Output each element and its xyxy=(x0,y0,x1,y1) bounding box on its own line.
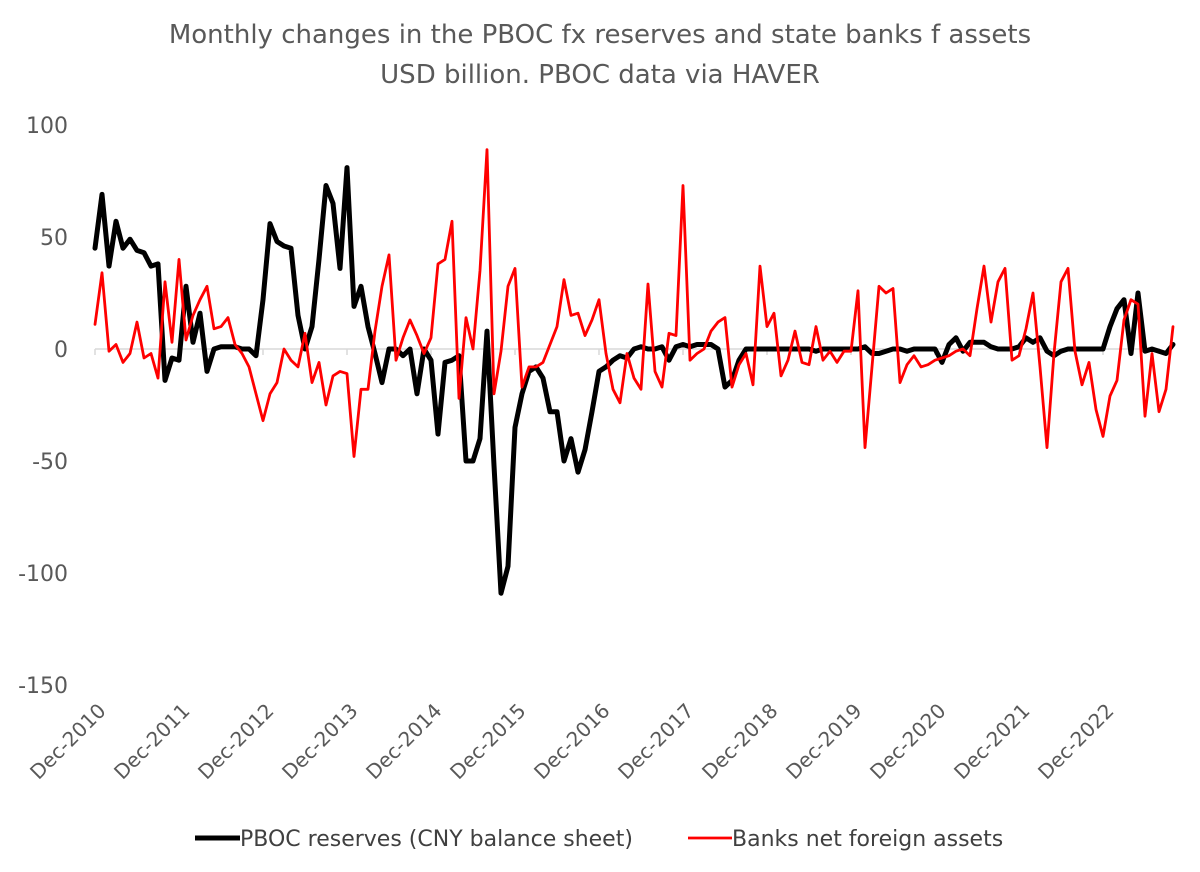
x-tick-label: Dec-2014 xyxy=(361,699,446,784)
legend-label-pboc-reserves: PBOC reserves (CNY balance sheet) xyxy=(240,827,633,852)
x-tick-label: Dec-2015 xyxy=(445,699,530,784)
chart-title: Monthly changes in the PBOC fx reserves … xyxy=(168,20,1032,50)
x-tick-label: Dec-2013 xyxy=(277,699,362,784)
x-tick-label: Dec-2018 xyxy=(697,699,782,784)
legend-label-banks-nfa: Banks net foreign assets xyxy=(732,827,1003,852)
x-tick-label: Dec-2010 xyxy=(25,699,110,784)
y-tick-label: 0 xyxy=(54,338,68,363)
series-line-banks-nfa xyxy=(93,148,1175,458)
x-tick-label: Dec-2020 xyxy=(865,699,950,784)
x-tick-label: Dec-2017 xyxy=(613,699,698,784)
y-tick-label: 50 xyxy=(40,226,68,251)
y-tick-label: -100 xyxy=(18,562,68,587)
series-line-pboc-reserves xyxy=(92,165,1176,596)
x-tick-label: Dec-2021 xyxy=(949,699,1034,784)
x-tick-label: Dec-2016 xyxy=(529,699,614,784)
x-tick-label: Dec-2019 xyxy=(781,699,866,784)
y-tick-label: 100 xyxy=(26,114,68,139)
x-tick-label: Dec-2011 xyxy=(109,699,194,784)
y-tick-label: -50 xyxy=(32,450,68,475)
x-tick-label: Dec-2012 xyxy=(193,699,278,784)
y-tick-label: -150 xyxy=(18,674,68,699)
chart-subtitle: USD billion. PBOC data via HAVER xyxy=(380,60,820,90)
x-tick-label: Dec-2022 xyxy=(1033,699,1118,784)
